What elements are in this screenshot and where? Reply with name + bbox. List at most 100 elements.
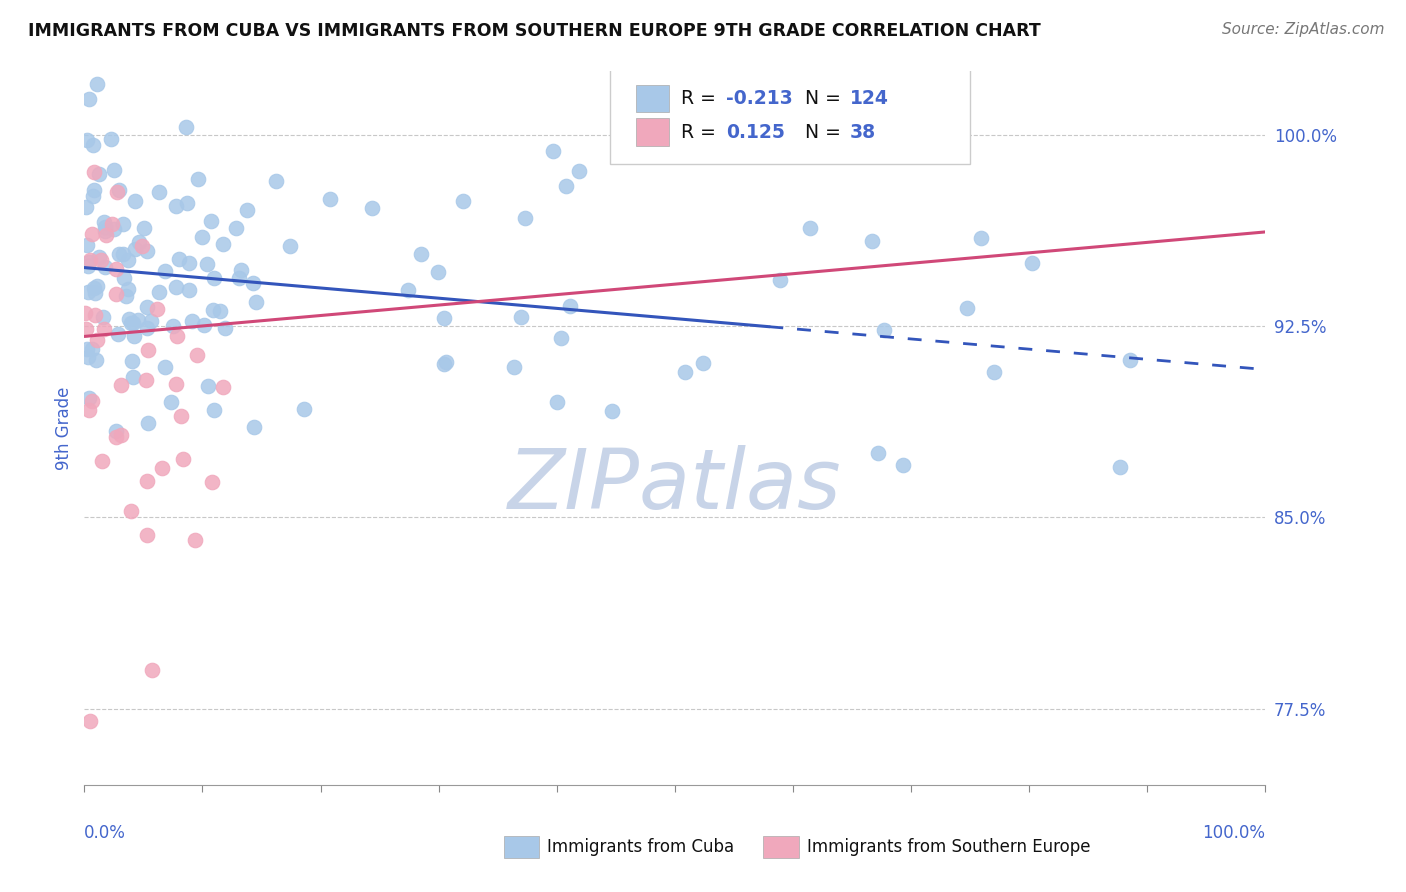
Point xyxy=(120,504,142,518)
Point xyxy=(1118,352,1140,367)
Point xyxy=(104,429,127,443)
Point xyxy=(82,189,104,203)
Point xyxy=(554,179,576,194)
Point xyxy=(560,299,582,313)
Point xyxy=(128,235,150,250)
Text: R =: R = xyxy=(681,89,721,108)
Point xyxy=(94,228,117,243)
Point xyxy=(187,172,209,186)
Point xyxy=(201,475,224,489)
Point xyxy=(124,242,146,256)
Point xyxy=(110,428,132,442)
Point xyxy=(124,194,146,208)
Point xyxy=(90,252,112,267)
Point xyxy=(87,167,110,181)
Point xyxy=(214,321,236,335)
Point xyxy=(212,380,235,394)
Point xyxy=(110,378,132,392)
Point xyxy=(176,196,198,211)
Point xyxy=(148,185,170,199)
Point xyxy=(145,301,167,316)
Text: Source: ZipAtlas.com: Source: ZipAtlas.com xyxy=(1222,22,1385,37)
Point xyxy=(242,276,264,290)
Point xyxy=(135,300,157,314)
Point xyxy=(866,446,889,460)
Point xyxy=(235,203,257,218)
Point xyxy=(148,285,170,299)
Point xyxy=(503,359,526,374)
Point xyxy=(127,313,149,327)
Point xyxy=(86,77,108,91)
Point xyxy=(108,183,131,197)
Point xyxy=(264,174,287,188)
Point xyxy=(360,202,382,216)
Point xyxy=(117,282,139,296)
Text: N =: N = xyxy=(804,122,846,142)
Point xyxy=(80,342,103,356)
Point xyxy=(550,331,572,345)
Point xyxy=(225,221,247,235)
Point xyxy=(75,200,97,214)
Point xyxy=(546,395,568,409)
FancyBboxPatch shape xyxy=(610,68,970,164)
Point xyxy=(136,343,159,357)
Point xyxy=(76,285,98,299)
Point xyxy=(165,377,187,392)
Text: 0.125: 0.125 xyxy=(725,122,785,142)
Point xyxy=(104,287,127,301)
Point xyxy=(79,714,101,729)
Point xyxy=(77,391,100,405)
Point xyxy=(117,253,139,268)
Point xyxy=(75,306,97,320)
Point xyxy=(956,301,979,315)
Text: 100.0%: 100.0% xyxy=(1202,824,1265,842)
Point xyxy=(108,247,131,261)
Point xyxy=(87,250,110,264)
Point xyxy=(172,452,194,467)
Point xyxy=(80,394,103,409)
Point xyxy=(121,353,143,368)
Point xyxy=(292,402,315,417)
Point xyxy=(692,356,714,370)
Bar xyxy=(503,836,538,858)
Point xyxy=(94,219,117,234)
Point xyxy=(112,247,135,261)
Point xyxy=(673,365,696,379)
Point xyxy=(278,239,301,253)
Bar xyxy=(763,836,799,858)
Point xyxy=(94,260,117,274)
Point xyxy=(76,133,98,147)
Point xyxy=(179,283,201,297)
Point xyxy=(86,333,108,347)
Point xyxy=(83,183,105,197)
Bar xyxy=(636,119,669,145)
Point xyxy=(103,222,125,236)
Text: 124: 124 xyxy=(849,89,889,108)
Y-axis label: 9th Grade: 9th Grade xyxy=(55,386,73,470)
Point xyxy=(76,238,98,252)
Point xyxy=(186,348,208,362)
Point xyxy=(515,211,537,226)
Point xyxy=(243,420,266,434)
Point xyxy=(84,308,107,322)
Point xyxy=(105,185,128,199)
Point xyxy=(83,165,105,179)
Point xyxy=(191,230,214,244)
Point xyxy=(136,416,159,430)
Point xyxy=(141,663,163,677)
Point xyxy=(1108,460,1130,475)
Point xyxy=(79,255,101,269)
Text: ZIPatlas: ZIPatlas xyxy=(508,445,842,525)
Point xyxy=(229,263,252,277)
Point xyxy=(434,354,457,368)
Point xyxy=(195,257,218,271)
Point xyxy=(84,353,107,368)
Point xyxy=(165,199,187,213)
Point xyxy=(193,318,215,332)
Point xyxy=(93,321,115,335)
Point xyxy=(970,230,993,244)
Text: -0.213: -0.213 xyxy=(725,89,793,108)
Point xyxy=(409,247,432,261)
Point xyxy=(105,424,128,438)
Text: Immigrants from Cuba: Immigrants from Cuba xyxy=(547,838,734,856)
